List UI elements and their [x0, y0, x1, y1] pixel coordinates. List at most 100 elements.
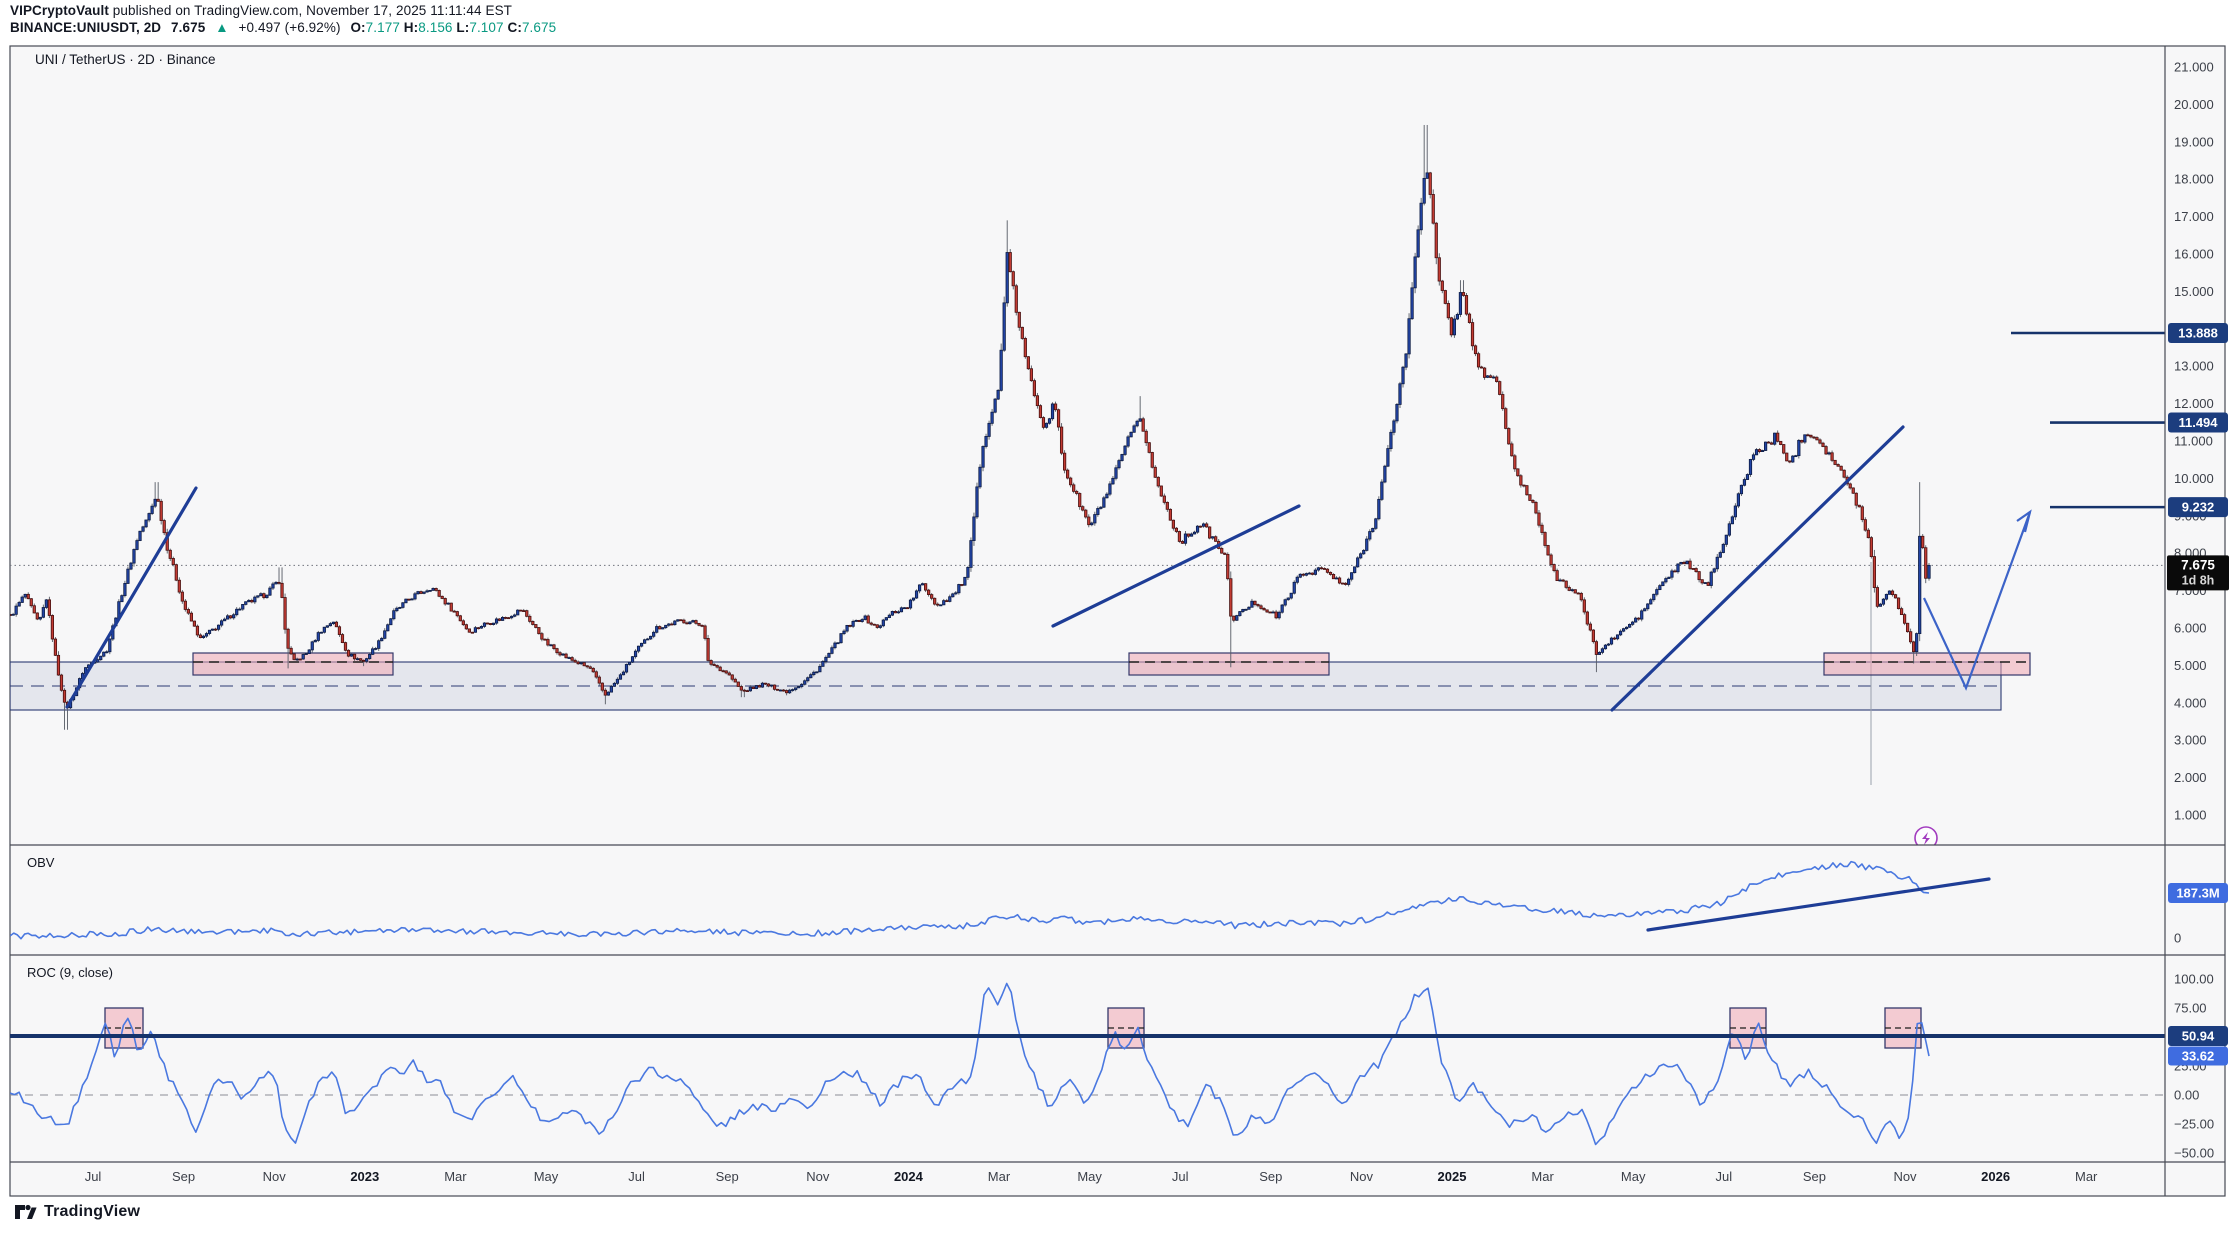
projection-arrow-head — [2016, 509, 2032, 533]
price-tick-label[interactable]: 3.000 — [2174, 733, 2207, 748]
time-tick-label[interactable]: May — [1621, 1169, 1646, 1184]
time-tick-label[interactable]: Sep — [716, 1169, 739, 1184]
time-axis[interactable]: Jul Sep Nov 2023 Mar May Jul Sep Nov 2024 Mar May Ju… — [85, 1169, 2190, 1184]
ohlc-key: L: — [456, 20, 470, 35]
price-tick-label[interactable]: 2.000 — [2174, 770, 2207, 785]
ohlc-key: O: — [350, 20, 366, 35]
current-price-pill-value: 7.675 — [2181, 557, 2215, 572]
time-tick-label[interactable]: May — [534, 1169, 559, 1184]
ohlc-key: H: — [403, 20, 419, 35]
symbol-label[interactable]: BINANCE:UNIUSDT, 2D — [10, 20, 162, 35]
lightning-icon — [1922, 832, 1930, 845]
price-level-pill[interactable] — [2168, 322, 2228, 343]
publish-header: VIPCryptoVault published on TradingView.… — [10, 3, 512, 18]
time-tick-label[interactable]: Sep — [172, 1169, 195, 1184]
time-tick-label[interactable]: Nov — [806, 1169, 830, 1184]
last-price: 7.675 — [171, 20, 206, 35]
price-tick-label[interactable]: 12.000 — [2174, 396, 2214, 411]
price-tick-label[interactable]: 10.000 — [2174, 471, 2214, 486]
price-tick-label[interactable]: 17.000 — [2174, 209, 2214, 224]
chart-frame — [9, 45, 2226, 1197]
time-tick-label[interactable]: Jul — [1172, 1169, 1189, 1184]
price-tick-label[interactable]: 20.000 — [2174, 97, 2214, 112]
price-tick-label[interactable]: 11.000 — [2174, 434, 2213, 449]
roc-threshold-pill[interactable] — [2168, 1025, 2228, 1046]
price-tick-label[interactable]: 21.000 — [2174, 60, 2214, 75]
up-arrow-icon: ▲ — [215, 20, 229, 35]
price-tick-label[interactable]: 1.000 — [2174, 808, 2207, 823]
time-tick-label[interactable]: Mar — [988, 1169, 1011, 1184]
symbol-header: BINANCE:UNIUSDT, 2D 7.675 ▲ +0.497 (+6.9… — [10, 20, 556, 35]
time-tick-label[interactable]: Nov — [1350, 1169, 1374, 1184]
time-tick-label[interactable]: Jul — [1715, 1169, 1732, 1184]
price-change: +0.497 (+6.92%) — [238, 20, 341, 35]
time-tick-label[interactable]: 2024 — [894, 1169, 924, 1184]
roc-panel-title[interactable]: ROC (9, close) — [27, 965, 113, 980]
tradingview-brand-text: TradingView — [44, 1203, 141, 1220]
obv-line — [10, 860, 1930, 940]
demand-zone-box[interactable] — [1823, 652, 2031, 676]
demand-zone-box[interactable] — [1128, 652, 1330, 676]
obv-zero-label: 0 — [2174, 931, 2181, 946]
price-tick-label[interactable]: 5.000 — [2174, 658, 2207, 673]
obv-panel[interactable] — [10, 860, 1991, 940]
time-tick-label[interactable]: 2023 — [350, 1169, 379, 1184]
time-tick-label[interactable]: May — [1077, 1169, 1102, 1184]
tradingview-logo-icon — [15, 1204, 37, 1219]
trendline[interactable] — [65, 486, 198, 709]
price-tick-label[interactable]: 13.000 — [2174, 359, 2214, 374]
price-tick-label[interactable]: 6.000 — [2174, 621, 2207, 636]
time-tick-label[interactable]: 2025 — [1438, 1169, 1467, 1184]
price-tick-label[interactable]: 18.000 — [2174, 172, 2214, 187]
time-tick-label[interactable]: 2026 — [1981, 1169, 2010, 1184]
current-price-countdown: 1d 8h — [2182, 573, 2215, 587]
time-tick-label[interactable]: Nov — [1893, 1169, 1917, 1184]
price-level-pill[interactable] — [2168, 497, 2228, 518]
time-tick-label[interactable]: Jul — [85, 1169, 102, 1184]
price-tick-label[interactable]: 16.000 — [2174, 247, 2214, 262]
time-tick-label[interactable]: Nov — [263, 1169, 287, 1184]
roc-tick-label[interactable]: 75.00 — [2174, 1001, 2207, 1016]
roc-panel[interactable] — [10, 982, 2165, 1146]
roc-value-pill-text: 33.62 — [2182, 1049, 2215, 1064]
demand-zone-box[interactable] — [192, 652, 394, 676]
ohlc-value: 7.177 — [365, 20, 404, 35]
price-level-pill[interactable] — [2168, 412, 2228, 433]
roc-tick-label[interactable]: 100.00 — [2174, 972, 2214, 987]
trendline[interactable] — [1610, 425, 1905, 712]
roc-value-pill[interactable] — [2168, 1046, 2228, 1066]
author-name: VIPCryptoVault — [10, 3, 109, 18]
roc-line — [10, 982, 1930, 1146]
obv-value-pill-text: 187.3M — [2176, 886, 2219, 901]
price-tick-label[interactable]: 4.000 — [2174, 695, 2207, 710]
ohlc-values: O:7.177 H:8.156 L:7.107 C:7.675 — [350, 20, 556, 35]
price-level-pill-text: 13.888 — [2178, 325, 2218, 340]
candles-layer[interactable] — [9, 124, 1931, 730]
obv-panel-title[interactable]: OBV — [27, 855, 55, 870]
price-tick-label[interactable]: 19.000 — [2174, 134, 2214, 149]
ohlc-value: 8.156 — [418, 20, 457, 35]
chart-title[interactable]: UNI / TetherUS · 2D · Binance — [35, 52, 216, 67]
roc-tick-label[interactable]: 0.00 — [2174, 1088, 2199, 1103]
time-tick-label[interactable]: Mar — [2075, 1169, 2098, 1184]
obv-value-pill[interactable] — [2168, 883, 2228, 903]
roc-tick-label[interactable]: −25.00 — [2174, 1116, 2214, 1131]
price-tick-label[interactable]: 15.000 — [2174, 284, 2214, 299]
main-price-panel[interactable] — [9, 124, 2165, 849]
time-tick-label[interactable]: Mar — [444, 1169, 467, 1184]
publish-info: published on TradingView.com, November 1… — [108, 3, 513, 18]
time-tick-label[interactable]: Sep — [1259, 1169, 1282, 1184]
ohlc-key: C: — [507, 20, 522, 35]
current-price-pill[interactable] — [2167, 555, 2229, 591]
time-tick-label[interactable]: Mar — [1531, 1169, 1554, 1184]
tradingview-footer[interactable]: TradingView — [13, 1200, 140, 1224]
time-tick-label[interactable]: Sep — [1803, 1169, 1826, 1184]
trendline[interactable] — [1051, 504, 1301, 628]
ohlc-value: 7.107 — [469, 20, 508, 35]
roc-tick-label[interactable]: −50.00 — [2174, 1145, 2214, 1160]
obv-trendline[interactable] — [1646, 877, 1991, 932]
time-tick-label[interactable]: Jul — [628, 1169, 645, 1184]
price-level-pill-text: 11.494 — [2178, 415, 2218, 430]
projection-arrow[interactable] — [1923, 511, 2032, 691]
